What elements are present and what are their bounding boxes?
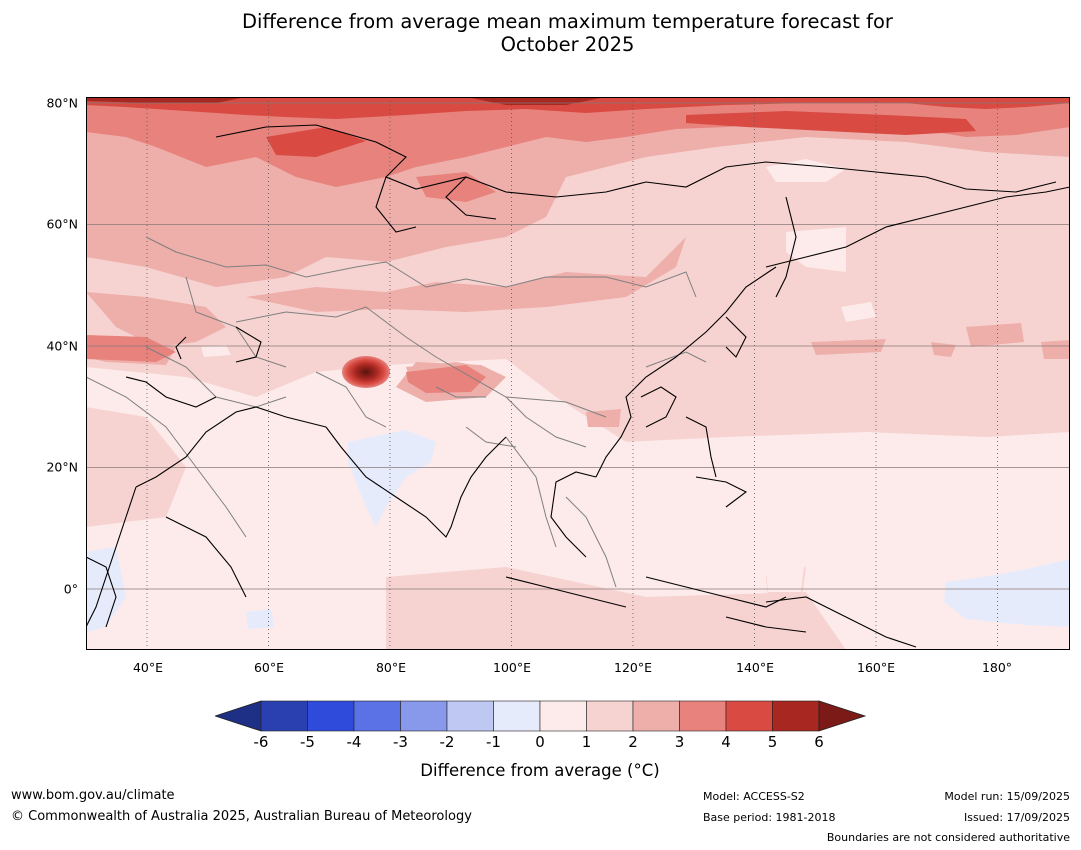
colorbar-extend-low — [215, 700, 262, 732]
coastlines — [86, 124, 1070, 648]
colorbar-cell — [353, 700, 401, 732]
colorbar-cell — [539, 700, 587, 732]
colorbar-tick-label: -2 — [439, 733, 455, 751]
lat-label-60n: 60°N — [46, 216, 78, 232]
country-borders — [86, 236, 707, 588]
colorbar-cell — [260, 700, 308, 732]
colorbar-tick-label: 6 — [814, 733, 824, 751]
colorbar-cell — [632, 700, 680, 732]
copyright-text: © Commonwealth of Australia 2025, Austra… — [11, 809, 472, 824]
colorbar-extend-high — [818, 700, 867, 732]
lon-label-140e: 140°E — [735, 660, 775, 675]
lon-label-100e: 100°E — [492, 660, 532, 675]
hotspot-anomaly — [342, 356, 390, 388]
disclaimer-text: Boundaries are not considered authoritat… — [826, 831, 1070, 844]
model-text: Model: ACCESS-S2 — [703, 790, 805, 803]
title-line-2: October 2025 — [500, 33, 635, 56]
model-run-text: Model run: 15/09/2025 — [944, 790, 1070, 803]
lon-label-80e: 80°E — [375, 660, 407, 675]
graticule — [86, 97, 1070, 650]
lon-label-120e: 120°E — [613, 660, 653, 675]
website-text: www.bom.gov.au/climate — [11, 788, 175, 803]
colorbar-cell — [400, 700, 448, 732]
lat-label-20n: 20°N — [46, 459, 78, 475]
colorbar — [215, 700, 867, 732]
colorbar-tick-label: -6 — [253, 733, 269, 751]
lon-label-40e: 40°E — [132, 660, 164, 675]
colorbar-cell — [307, 700, 355, 732]
forecast-map — [86, 97, 1070, 650]
lon-label-60e: 60°E — [253, 660, 285, 675]
anomaly-4-5-regions — [86, 97, 1070, 157]
lat-label-40n: 40°N — [46, 338, 78, 354]
colorbar-tick-label: -3 — [393, 733, 408, 751]
colorbar-cell — [725, 700, 773, 732]
colorbar-tick-label: 3 — [674, 733, 685, 751]
colorbar-tick-label: 1 — [581, 733, 592, 751]
colorbar-tick-label: 4 — [721, 733, 731, 751]
colorbar-tick-label: -5 — [300, 733, 315, 751]
chart-title: Difference from average mean maximum tem… — [140, 10, 995, 56]
colorbar-tick-label: -1 — [486, 733, 501, 751]
issued-text: Issued: 17/09/2025 — [963, 811, 1070, 824]
lon-label-180: 180° — [981, 660, 1013, 675]
colorbar-cell — [772, 700, 820, 732]
lon-label-160e: 160°E — [856, 660, 896, 675]
colorbar-tick-label: 0 — [535, 733, 545, 751]
lat-label-0: 0° — [63, 581, 78, 597]
colorbar-tick-label: 5 — [767, 733, 778, 751]
colorbar-label: Difference from average (°C) — [420, 761, 660, 780]
colorbar-cell — [446, 700, 494, 732]
title-line-1: Difference from average mean maximum tem… — [242, 10, 893, 33]
lat-label-80n: 80°N — [46, 95, 78, 111]
colorbar-tick-label: 2 — [628, 733, 638, 751]
anomaly-negative-regions — [86, 430, 1070, 632]
colorbar-tick-label: -4 — [346, 733, 362, 751]
anomaly-light-patches — [201, 159, 876, 592]
base-period-text: Base period: 1981-2018 — [703, 811, 836, 824]
colorbar-cell — [493, 700, 541, 732]
colorbar-cell — [586, 700, 634, 732]
colorbar-cell — [679, 700, 727, 732]
